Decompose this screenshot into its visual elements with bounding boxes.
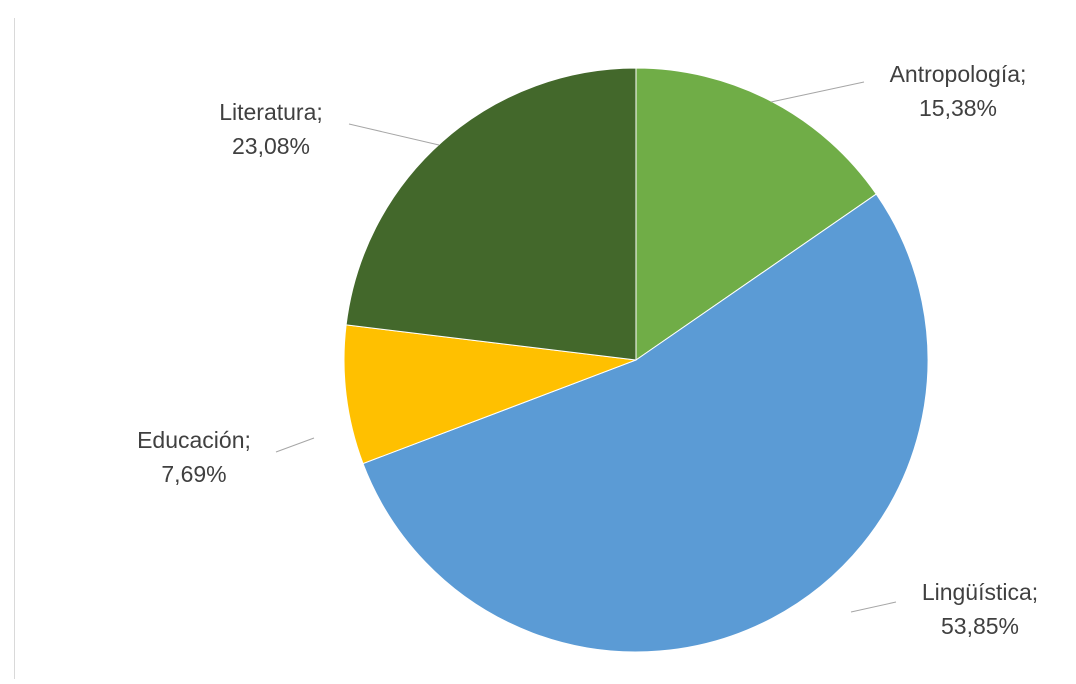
leader-line-literatura [348,123,440,146]
data-label-category-linguistica: Lingüística; [922,579,1038,605]
data-label-value-antropologia: 15,38% [919,95,997,121]
pie-slice-literatura [345,67,637,361]
data-label-value-educacion: 7,69% [161,461,226,487]
pie-slice-linguistica [362,193,929,653]
leader-line-antropologia [770,81,865,103]
leader-line-educacion [275,437,315,453]
data-label-category-antropologia: Antropología; [890,61,1027,87]
leader-line-linguistica [850,601,897,613]
pie-slice-educacion [343,324,637,465]
data-label-value-linguistica: 53,85% [941,613,1019,639]
data-label-category-educacion: Educación; [137,427,251,453]
data-label-category-literatura: Literatura; [219,99,323,125]
data-label-value-literatura: 23,08% [232,133,310,159]
chart-area-border [14,18,15,679]
